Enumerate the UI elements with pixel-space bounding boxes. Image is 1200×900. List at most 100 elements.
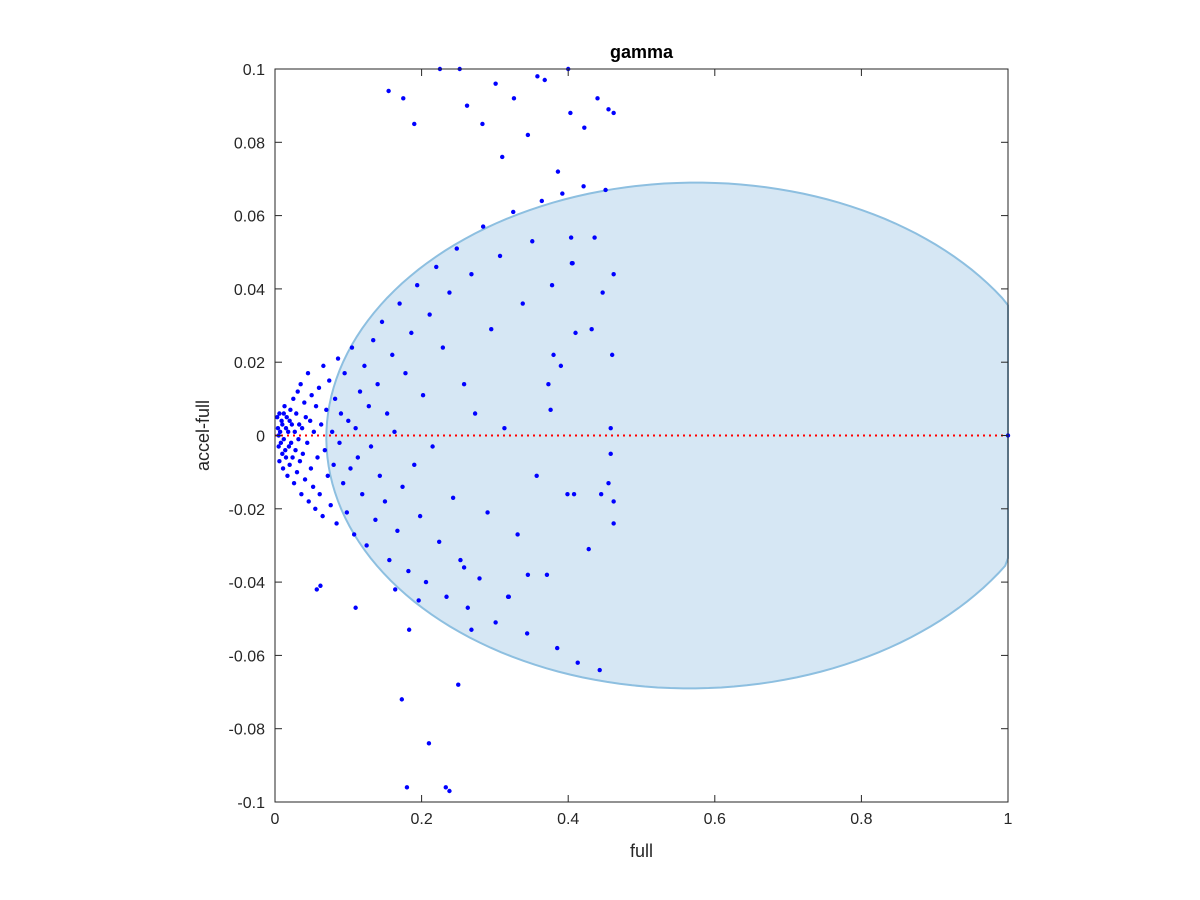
data-point [415, 283, 420, 288]
data-point [423, 579, 429, 585]
data-point [525, 572, 531, 577]
data-point [598, 491, 604, 497]
data-point [571, 491, 577, 497]
data-point [327, 378, 332, 383]
data-point [592, 235, 597, 240]
data-point [390, 352, 395, 358]
data-point [609, 352, 615, 358]
data-point [289, 422, 295, 427]
data-point [286, 444, 292, 449]
data-point [595, 96, 600, 101]
data-point [412, 121, 417, 127]
data-point [397, 301, 402, 306]
confidence-ellipse [325, 181, 1009, 690]
data-point [502, 425, 507, 431]
data-point [386, 88, 391, 94]
data-point [560, 191, 565, 196]
data-point [493, 620, 498, 625]
data-point [306, 499, 311, 504]
data-point [285, 429, 291, 435]
data-point [293, 447, 298, 453]
data-point [493, 81, 498, 86]
data-point [524, 631, 530, 636]
data-point [328, 502, 333, 508]
data-point [299, 425, 305, 431]
data-point [366, 403, 372, 409]
data-point [346, 418, 351, 424]
data-point [282, 403, 287, 409]
data-point [465, 605, 470, 610]
data-point [440, 345, 446, 350]
data-point [534, 473, 539, 479]
data-point [290, 455, 295, 460]
data-point [275, 414, 280, 420]
x-tick-label: 0.6 [704, 811, 726, 828]
data-point [302, 400, 307, 405]
data-points [275, 66, 1011, 794]
data-point [307, 418, 313, 424]
data-point [288, 407, 293, 413]
y-tick-label: -0.06 [229, 648, 266, 665]
data-point [309, 392, 314, 398]
data-point [401, 96, 406, 101]
data-point [283, 455, 289, 460]
data-point [280, 451, 285, 457]
data-point [349, 345, 355, 350]
data-point [608, 451, 613, 457]
data-point [406, 568, 411, 574]
data-point [344, 510, 350, 515]
chart-title: gamma [610, 42, 674, 62]
data-point [305, 440, 310, 446]
data-point [314, 587, 319, 592]
y-tick-label: -0.04 [229, 575, 266, 592]
data-point [511, 96, 517, 101]
data-point [313, 403, 319, 409]
data-point [364, 543, 369, 548]
data-point [400, 484, 405, 490]
data-point [292, 429, 297, 435]
data-point [480, 224, 486, 229]
data-point [555, 645, 560, 651]
data-point [430, 444, 435, 449]
data-point [281, 411, 286, 416]
data-point [399, 697, 405, 702]
data-point [362, 363, 367, 369]
data-point [325, 473, 330, 479]
y-tick-label: 0 [256, 429, 265, 446]
data-point [427, 312, 432, 317]
data-point [586, 546, 591, 552]
plot-area [275, 66, 1011, 794]
data-point [420, 392, 426, 398]
data-point [608, 425, 613, 431]
data-point [320, 513, 325, 519]
data-point [539, 198, 545, 204]
data-point [371, 338, 376, 343]
data-point [375, 381, 380, 387]
data-point [278, 440, 284, 446]
data-point [458, 557, 463, 563]
data-point [329, 429, 335, 435]
data-point [450, 495, 456, 501]
data-point [291, 480, 297, 486]
data-point [277, 458, 282, 464]
data-point [337, 440, 342, 446]
data-point [276, 444, 281, 449]
data-point [549, 283, 555, 288]
data-point [287, 418, 292, 424]
data-point [404, 785, 410, 790]
y-tick-label: -0.02 [229, 502, 266, 519]
y-tick-label: 0.04 [234, 282, 265, 299]
data-point [332, 396, 338, 402]
data-point [480, 121, 485, 127]
data-point [548, 407, 553, 413]
y-tick-label: 0.1 [243, 62, 265, 79]
data-point [340, 480, 346, 486]
data-point [565, 491, 570, 497]
data-point [464, 103, 470, 108]
data-point [281, 436, 286, 442]
data-point [456, 682, 461, 687]
data-point [387, 557, 392, 563]
data-point [469, 272, 474, 277]
data-point [355, 455, 361, 460]
data-point [285, 473, 290, 479]
